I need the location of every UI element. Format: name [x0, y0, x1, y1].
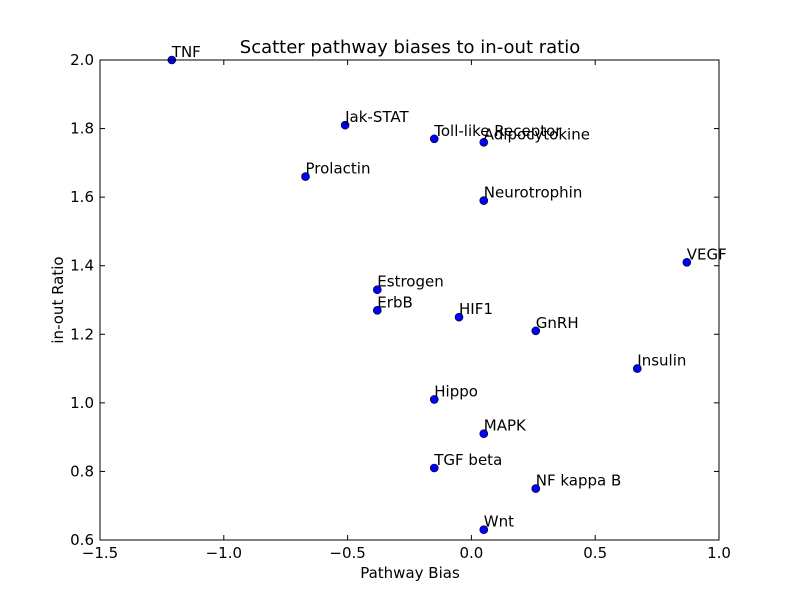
data-point [531, 484, 541, 493]
data-point-label: Estrogen [377, 273, 443, 291]
data-point [373, 305, 382, 315]
chart-title: Scatter pathway biases to in-out ratio [240, 37, 580, 58]
data-point-label: GnRH [536, 314, 579, 332]
y-tick-label: 1.8 [70, 120, 94, 138]
data-point [454, 312, 464, 322]
plot-frame [99, 59, 720, 541]
data-point [479, 137, 489, 147]
y-tick-label: 1.2 [70, 325, 94, 343]
data-point [531, 326, 541, 336]
y-tick-label: 1.0 [70, 394, 94, 412]
data-point-label: Neurotrophin [484, 184, 583, 202]
y-axis-label: in-out Ratio [49, 256, 67, 343]
data-point [479, 429, 489, 439]
data-point [301, 172, 310, 181]
data-point-label: TNF [171, 43, 201, 61]
data-point-label: VEGF [687, 245, 727, 263]
y-tick-label: 1.4 [70, 257, 94, 275]
data-point [429, 395, 439, 404]
axis-ticks: −1.5 −1.0 −0.5 0.0 0.5 1.0 0.6 0.8 1.0 1.2 1.4 1.6 1… [70, 51, 731, 562]
x-tick-label: −1.0 [206, 544, 242, 562]
data-point [682, 257, 692, 267]
data-point [373, 285, 382, 295]
data-point-label: Insulin [637, 352, 686, 370]
data-points: TNF Jak-STAT Toll-like ReceptorAdipocytoki… [167, 43, 727, 535]
data-point [429, 134, 439, 144]
data-point-label: Adipocytokine [484, 125, 590, 143]
data-point [632, 364, 642, 373]
x-tick-label: −1.5 [82, 544, 118, 562]
x-tick-label: 0.5 [583, 544, 607, 562]
y-tick-label: 0.6 [70, 531, 94, 549]
data-point [479, 196, 489, 205]
data-point-label: Prolactin [306, 160, 371, 178]
data-point-label: Toll-like Receptor [433, 122, 562, 140]
data-point [340, 120, 350, 130]
data-point-label: NF kappa B [536, 472, 622, 490]
data-point [429, 463, 439, 473]
y-tick-label: 2.0 [70, 51, 94, 69]
data-point-label: MAPK [484, 417, 527, 435]
x-tick-label: 0.0 [459, 544, 483, 562]
data-point-label: Hippo [434, 382, 478, 400]
data-point-label: Wnt [484, 513, 514, 531]
data-point [479, 525, 489, 535]
data-point-label: ErbB [377, 293, 412, 311]
data-point-label: TGF beta [433, 451, 502, 469]
x-axis-label: Pathway Bias [360, 564, 460, 582]
x-tick-label: 1.0 [707, 544, 731, 562]
x-tick-label: −0.5 [329, 544, 365, 562]
data-point-label: HIF1 [459, 300, 493, 318]
y-tick-label: 0.8 [70, 462, 94, 480]
data-point-label: Jak-STAT [344, 108, 409, 126]
y-tick-label: 1.6 [70, 188, 94, 206]
